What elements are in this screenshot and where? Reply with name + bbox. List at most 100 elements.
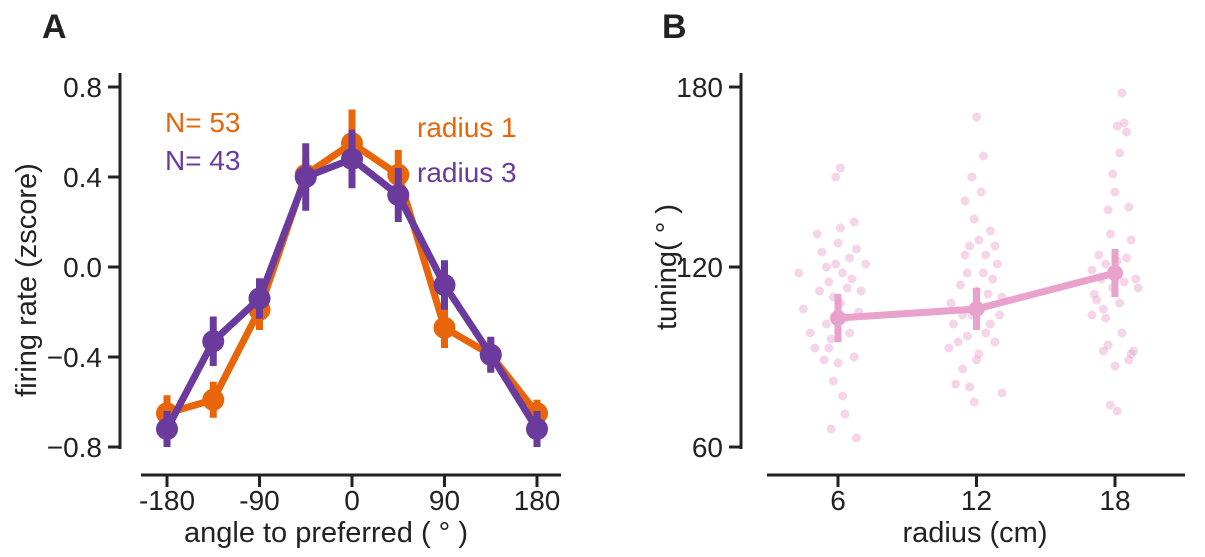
y-tick-label: −0.8 bbox=[47, 432, 102, 463]
y-tick-label: 0.4 bbox=[63, 162, 102, 193]
scatter-point bbox=[985, 319, 995, 329]
scatter-point bbox=[1115, 148, 1125, 158]
scatter-point bbox=[990, 241, 1000, 251]
x-tick-label: 12 bbox=[961, 485, 992, 516]
scatter-point bbox=[1119, 118, 1129, 128]
scatter-point bbox=[842, 283, 852, 293]
scatter-point bbox=[1133, 283, 1143, 293]
data-point bbox=[433, 316, 456, 339]
scatter-point bbox=[981, 328, 991, 338]
scatter-point bbox=[972, 112, 981, 122]
scatter-point bbox=[840, 409, 850, 419]
scatter-point bbox=[1112, 121, 1122, 131]
data-point bbox=[202, 388, 225, 411]
scatter-point bbox=[845, 253, 855, 263]
scatter-point bbox=[1087, 310, 1097, 320]
scatter-point bbox=[978, 151, 988, 161]
scatter-point bbox=[1128, 346, 1138, 356]
scatter-point bbox=[1124, 355, 1134, 365]
data-point bbox=[202, 330, 225, 353]
scatter-point bbox=[948, 319, 958, 329]
scatter-point bbox=[824, 343, 834, 353]
n-label-radius-1: N= 53 bbox=[165, 107, 241, 138]
scatter-point bbox=[1103, 205, 1113, 215]
scatter-point bbox=[1101, 259, 1111, 269]
scatter-point bbox=[992, 259, 1002, 269]
mean-point bbox=[968, 301, 985, 317]
scatter-point bbox=[1087, 265, 1097, 275]
y-tick-label: 180 bbox=[676, 72, 723, 103]
y-tick-label: 0.8 bbox=[63, 72, 102, 103]
x-tick-label: 18 bbox=[1099, 485, 1130, 516]
scatter-point bbox=[817, 247, 827, 257]
x-axis-label: radius (cm) bbox=[902, 517, 1047, 549]
data-point bbox=[248, 287, 271, 310]
scatter-point bbox=[826, 424, 836, 434]
scatter-point bbox=[997, 388, 1007, 398]
scatter-point bbox=[1115, 298, 1125, 308]
scatter-point bbox=[861, 259, 871, 269]
scatter-point bbox=[838, 268, 848, 278]
scatter-point bbox=[981, 250, 991, 260]
y-tick-label: 120 bbox=[676, 252, 723, 283]
scatter-point bbox=[985, 226, 995, 236]
scatter-point bbox=[1122, 127, 1132, 137]
y-tick-label: 0.0 bbox=[63, 252, 102, 283]
scatter-point bbox=[828, 376, 838, 386]
scatter-point bbox=[1126, 235, 1136, 245]
scatter-point bbox=[831, 172, 841, 182]
legend-radius-1: radius 1 bbox=[417, 112, 517, 143]
scatter-point bbox=[849, 352, 859, 362]
x-tick-label: 90 bbox=[429, 485, 460, 516]
scatter-point bbox=[962, 331, 972, 341]
scatter-point bbox=[815, 286, 825, 296]
scatter-point bbox=[1131, 274, 1141, 284]
scatter-point bbox=[794, 268, 804, 278]
data-point bbox=[479, 343, 502, 366]
scatter-point bbox=[1110, 361, 1120, 371]
scatter-point bbox=[1117, 88, 1127, 98]
scatter-point bbox=[838, 391, 848, 401]
scatter-point bbox=[972, 355, 981, 365]
panel-a-chart: −0.8 −0.4 0.0 0.4 0.8 -180 -90 0 90 180 angle to p… bbox=[11, 72, 561, 549]
data-point bbox=[341, 148, 363, 170]
mean-point bbox=[830, 310, 846, 326]
scatter-point bbox=[831, 259, 841, 269]
scatter-point bbox=[965, 241, 975, 251]
scatter-point bbox=[1119, 277, 1129, 287]
scatter-point bbox=[826, 334, 836, 344]
scatter-point bbox=[944, 343, 954, 353]
data-point bbox=[294, 166, 317, 188]
x-tick-label: 180 bbox=[514, 485, 561, 516]
x-tick-label: 0 bbox=[344, 485, 360, 516]
scatter-point bbox=[951, 379, 961, 389]
scatter-point bbox=[812, 229, 822, 239]
scatter-point bbox=[821, 319, 831, 329]
scatter-point bbox=[946, 298, 956, 308]
x-tick-label: -180 bbox=[139, 485, 195, 516]
scatter-point bbox=[953, 337, 963, 347]
y-axis-label: firing rate (zscore) bbox=[11, 163, 43, 397]
scatter-point bbox=[983, 289, 993, 299]
scatter-point bbox=[798, 304, 808, 314]
scatter-point bbox=[851, 244, 861, 254]
scatter-point bbox=[819, 355, 829, 365]
scatter-point bbox=[835, 163, 845, 173]
mean-point bbox=[1107, 265, 1123, 281]
scatter-point bbox=[1098, 346, 1108, 356]
scatter-point bbox=[995, 310, 1005, 320]
scatter-point bbox=[967, 172, 977, 182]
scatter-point bbox=[845, 328, 855, 338]
scatter-point bbox=[1092, 295, 1102, 305]
scatter-point bbox=[969, 214, 979, 224]
data-point bbox=[526, 418, 548, 440]
scatter-point bbox=[974, 349, 984, 359]
scatter-point bbox=[824, 277, 834, 287]
scatter-point bbox=[1112, 406, 1122, 416]
scatter-point bbox=[1108, 169, 1118, 179]
x-tick-label: -90 bbox=[239, 485, 279, 516]
scatter-point bbox=[1124, 202, 1134, 212]
scatter-point bbox=[988, 274, 998, 284]
scatter-point bbox=[1105, 400, 1115, 410]
